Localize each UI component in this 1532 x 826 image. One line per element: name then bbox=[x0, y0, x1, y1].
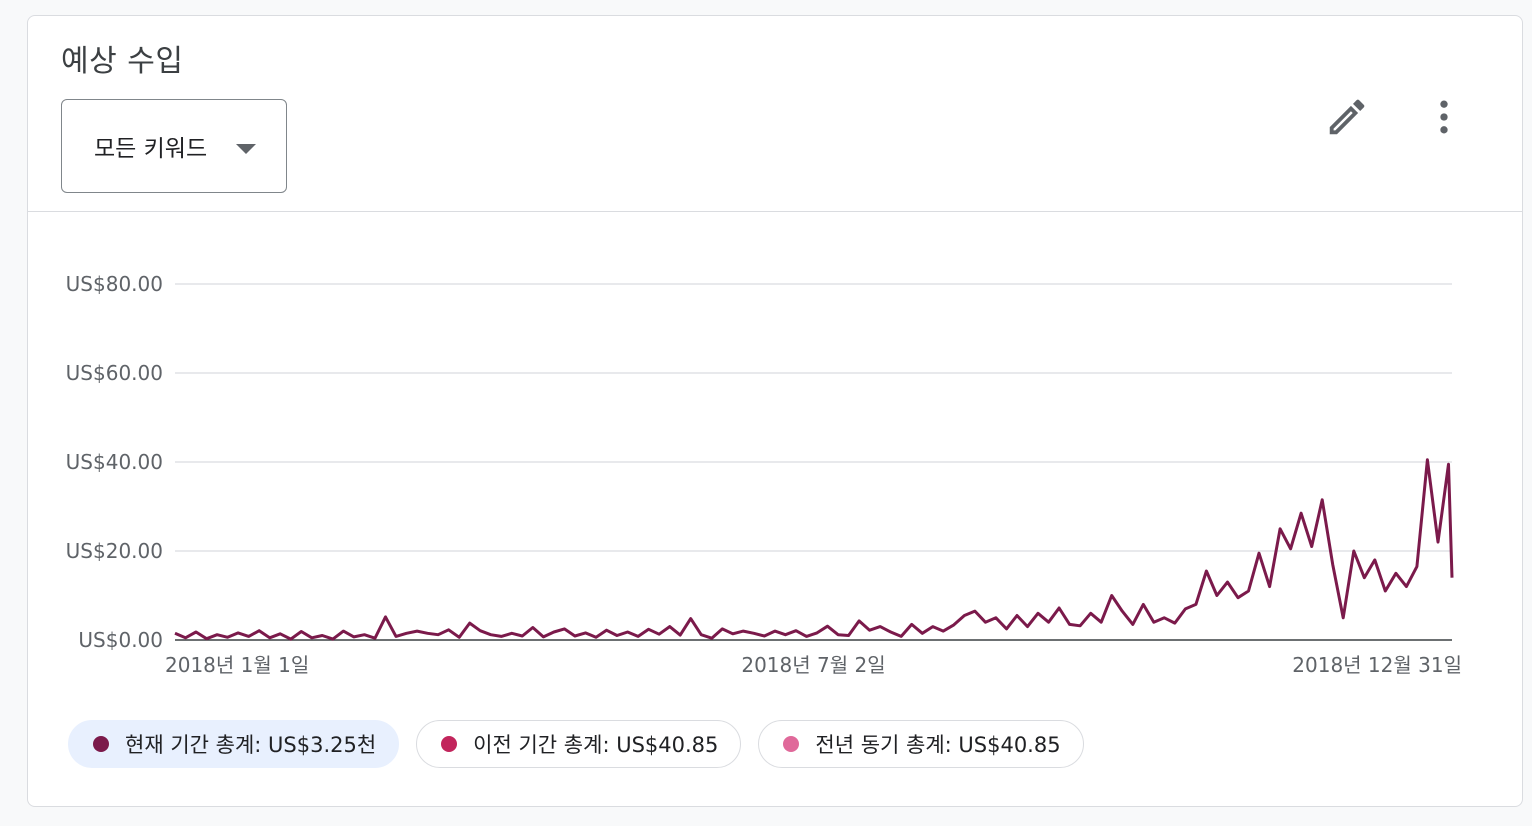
y-tick-label: US$0.00 bbox=[78, 628, 163, 652]
legend-chip[interactable]: 이전 기간 총계: US$40.85 bbox=[416, 720, 742, 768]
series-dot-icon bbox=[783, 736, 800, 752]
chip-label: 전년 동기 총계: US$40.85 bbox=[815, 733, 1061, 757]
series-line bbox=[174, 458, 1454, 641]
y-tick-label: US$80.00 bbox=[66, 272, 163, 296]
legend-chip[interactable]: 전년 동기 총계: US$40.85 bbox=[758, 720, 1084, 768]
estimated-earnings-card: 예상 수입 모든 키워드 US$0.00 US$20.00 US$40.00 US$6… bbox=[27, 15, 1523, 807]
legend-chips: 현재 기간 총계: US$3.25천 이전 기간 총계: US$40.85 전년 동… bbox=[68, 720, 1084, 768]
edit-pencil-icon[interactable] bbox=[1324, 94, 1370, 140]
caret-down-icon bbox=[236, 144, 256, 154]
y-tick-label: US$60.00 bbox=[66, 361, 163, 385]
x-tick-label: 2018년 12월 31일 bbox=[1292, 653, 1462, 677]
legend-chip[interactable]: 현재 기간 총계: US$3.25천 bbox=[68, 720, 400, 768]
dropdown-label: 모든 키워드 bbox=[94, 136, 208, 162]
y-tick-label: US$20.00 bbox=[66, 539, 163, 563]
chip-label: 이전 기간 총계: US$40.85 bbox=[473, 733, 719, 757]
keyword-filter-dropdown[interactable]: 모든 키워드 bbox=[61, 99, 287, 193]
earnings-line-chart: US$0.00 US$20.00 US$40.00 US$60.00 US$80.00 2… bbox=[66, 272, 1462, 677]
series-dot-icon bbox=[441, 736, 458, 752]
chip-label: 현재 기간 총계: US$3.25천 bbox=[125, 733, 377, 757]
y-tick-label: US$40.00 bbox=[66, 450, 163, 474]
header-divider bbox=[28, 211, 1522, 212]
more-vert-icon[interactable] bbox=[1422, 94, 1466, 140]
x-tick-label: 2018년 7월 2일 bbox=[741, 653, 885, 677]
card-title: 예상 수입 bbox=[61, 44, 184, 79]
x-tick-label: 2018년 1월 1일 bbox=[165, 653, 309, 677]
series-dot-icon bbox=[93, 736, 109, 752]
